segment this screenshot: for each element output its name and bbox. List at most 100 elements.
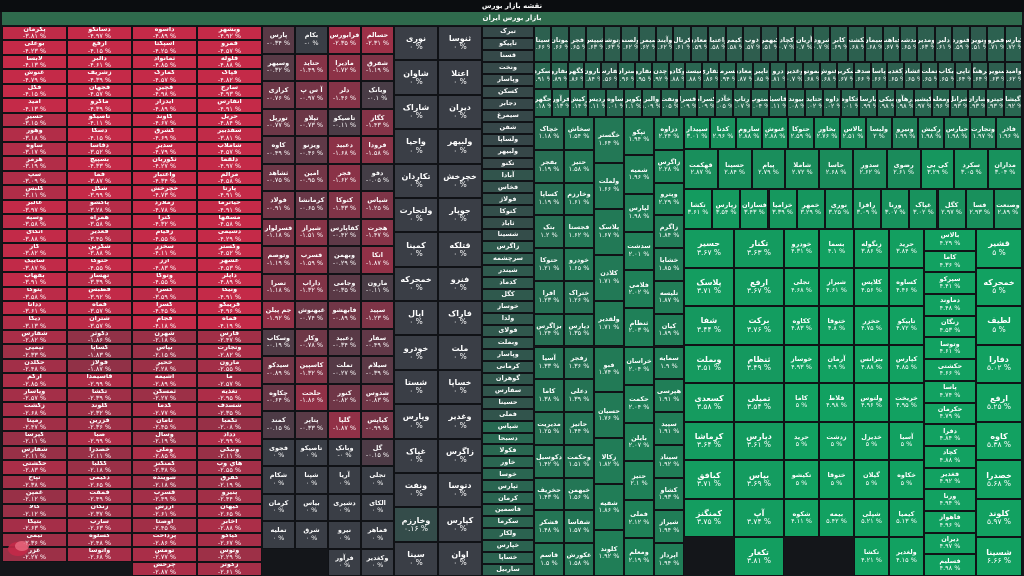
stock-tile[interactable]: کاما ۵ % [784,383,819,422]
stock-tile[interactable]: زنگوله ۳.۸۶ % [854,229,889,268]
stock-tile[interactable]: حاتیز ۱.۴۴ % [564,412,594,445]
stock-tile[interactable]: کپشیر۰.۹۷ % [913,89,932,117]
stock-tile[interactable]: سپید -۱.۲۳ % [361,301,394,329]
stock-tile[interactable]: وملی -۲.۸۵ % [132,445,197,461]
stock-tile[interactable]: کساوه ۴.۴۶ % [889,267,924,307]
stock-tile[interactable]: بیمه ۵.۴۲ % [819,498,854,538]
stock-tile[interactable]: پتوکا -۳.۵۸ % [2,286,67,301]
stock-tile[interactable]: ملت ۰ % [438,335,482,370]
stock-tile[interactable]: ونخت [482,61,534,74]
stock-tile[interactable]: سکرما [482,516,534,529]
stock-tile[interactable]: قشیر ۵ % [976,229,1022,268]
stock-tile[interactable]: وتوشه۰.۶۳ % [603,26,622,62]
stock-tile[interactable]: کی بی ۳.۲۹ % [920,149,955,189]
stock-tile[interactable]: ستران۰.۹۶ % [618,62,635,89]
stock-tile[interactable]: سنوین۰.۶۳ % [988,62,1006,89]
market-section-header[interactable]: بازار بورس ایران [2,12,1022,25]
stock-tile[interactable]: فسرلوار -۱.۱۸ % [262,218,295,246]
stock-tile[interactable]: کاوه -۰.۴۹ % [262,136,295,164]
stock-tile[interactable]: دعلی ۱.۳۹ % [564,379,594,413]
stock-tile[interactable]: مرالم -۴.۵۸ % [197,170,262,186]
stock-tile[interactable]: ولتجارت ۰ % [394,197,438,233]
stock-tile[interactable]: ساوه -۳.۱۷ % [2,141,67,157]
stock-tile[interactable]: وسال -۲.۱۹ % [132,431,197,446]
stock-tile[interactable]: وتوسا ۴.۶۱ % [924,337,976,360]
stock-tile[interactable]: بفجر ۱.۱۹ % [534,149,564,183]
stock-tile[interactable]: مادیرا -۱.۷۲ % [328,53,361,81]
stock-tile[interactable]: کاما ۱.۳۸ % [534,379,564,413]
stock-tile[interactable]: تجلی ۴.۶۸ % [784,267,819,307]
stock-tile[interactable]: ککاوه ۴.۸۳ % [784,306,819,345]
stock-tile[interactable]: خچاک ۱.۱۸ % [534,117,564,150]
stock-tile[interactable]: فابهشو -۰.۸۹ % [328,301,361,329]
stock-tile[interactable]: وکغدیر ۰ % [361,548,394,576]
stock-tile[interactable]: قسرا۱.۰۹ % [678,89,697,117]
stock-tile[interactable]: پارسا۰.۹۹ % [859,89,878,117]
stock-tile[interactable]: تکاردان ۰ % [394,163,438,198]
stock-tile[interactable]: نیکی۰.۹۸ % [877,89,896,117]
stock-tile[interactable]: اسپکتا -۴.۲۵ % [132,40,197,55]
stock-tile[interactable]: شدوس -۰.۸۳ % [361,383,394,411]
stock-tile[interactable]: دکوثر -۱.۸۶ % [67,329,132,345]
stock-tile[interactable]: ولیسا ۲ % [866,117,892,149]
stock-tile[interactable]: پکرمان -۳.۸۱ % [2,26,67,41]
stock-tile[interactable]: سینا ۰ % [394,541,438,576]
stock-tile[interactable]: حکشتی۰.۶۸ % [847,26,866,62]
stock-tile[interactable]: ستوپ۱.۰۴ % [750,89,769,117]
stock-tile[interactable]: حتیز ۲.۱ % [624,461,654,500]
stock-tile[interactable]: پتاپر -۰.۳۳ % [295,411,328,439]
stock-tile[interactable]: فولاژ [482,193,534,206]
stock-tile[interactable]: سدشت ۲.۰۱ % [624,231,654,270]
stock-tile[interactable]: حخزر ۴.۷۵ % [854,306,889,345]
stock-tile[interactable]: گل -۰.۱۵ % [361,438,394,466]
stock-tile[interactable]: کسکن [482,85,534,98]
stock-tile[interactable]: غنوش -۴.۷۹ % [2,69,67,84]
stock-tile[interactable]: بکام -۰ % [295,26,328,54]
stock-tile[interactable]: سیمان۰.۶۸ % [865,26,883,62]
stock-tile[interactable]: کاما ۴.۳۶ % [924,250,976,273]
stock-tile[interactable]: ونیرو ۱.۹۹ % [892,117,918,149]
stock-tile[interactable]: تورپل -۰.۷۷ % [262,108,295,136]
stock-tile[interactable]: کگاز -۱.۴۳ % [361,108,394,136]
stock-tile[interactable]: حپترو۰.۹۳ % [985,89,1004,117]
stock-tile[interactable]: حتیز ۱.۵۸ % [564,149,594,183]
stock-tile[interactable]: کپرسا -۲.۱۱ % [2,431,67,446]
stock-tile[interactable]: فاسمین [482,504,534,517]
stock-tile[interactable]: صدف۰.۶۶ % [853,62,871,89]
stock-tile[interactable]: خچرخش ۰ % [438,163,482,198]
stock-tile[interactable]: سدور ۲.۶۲ % [853,149,887,189]
stock-tile[interactable]: کپارس ۰ % [438,507,482,542]
stock-tile[interactable]: بکاب۰.۶۵ % [937,62,955,89]
stock-tile[interactable]: ورنا ۳.۰۷ % [881,189,910,229]
stock-tile[interactable]: دجابر [482,97,534,110]
stock-tile[interactable]: حپارس ۱.۹۸ % [944,117,970,149]
stock-tile[interactable]: کگهر۰.۸۶ % [567,62,585,89]
stock-tile[interactable]: شپاس [482,420,534,433]
stock-tile[interactable]: قاسم ۱.۵ % [534,543,564,576]
stock-tile[interactable]: تپکو ۱.۹۴ % [624,117,654,156]
stock-tile[interactable]: واعتبار۰.۵۸ % [708,26,726,62]
stock-tile[interactable]: خکاوه ۵ % [889,460,924,499]
stock-tile[interactable]: نوری ۳.۲۵ % [824,189,853,229]
stock-tile[interactable]: ماکرو -۴.۳۹ % [67,98,132,113]
stock-tile[interactable]: فماه -۳.۵۷ % [67,301,132,316]
stock-tile[interactable]: ددانا -۳.۶۱ % [2,301,67,316]
stock-tile[interactable]: بالاس ۴.۲۹ % [924,229,976,251]
stock-tile[interactable]: خپارس [482,540,534,553]
stock-tile[interactable]: وسپه -۳.۵۸ % [2,214,67,229]
stock-tile[interactable]: فغدیر ۴.۹۲ % [924,467,976,490]
stock-tile[interactable]: سفارود۰.۸۹ % [550,62,568,89]
stock-tile[interactable]: تجلی ۰ % [361,466,394,494]
stock-tile[interactable]: دفو -۰.۰۵ % [361,163,394,191]
stock-tile[interactable]: والبر۱.۰۹ % [642,89,661,117]
stock-tile[interactable]: شرق ۰ % [295,521,328,549]
stock-tile[interactable]: حتوکا -۴.۵۵ % [67,257,132,273]
stock-tile[interactable]: شکل -۳.۹۹ % [67,185,132,200]
stock-tile[interactable]: ثپارس [482,480,534,493]
stock-tile[interactable]: پلاسک ۱.۶۷ % [594,208,624,255]
stock-tile[interactable]: بسما ۴.۱ % [819,229,854,268]
stock-tile[interactable]: شرانل۰.۹۳ % [949,89,968,117]
stock-tile[interactable]: فمرو۰.۷۱ % [987,26,1005,62]
